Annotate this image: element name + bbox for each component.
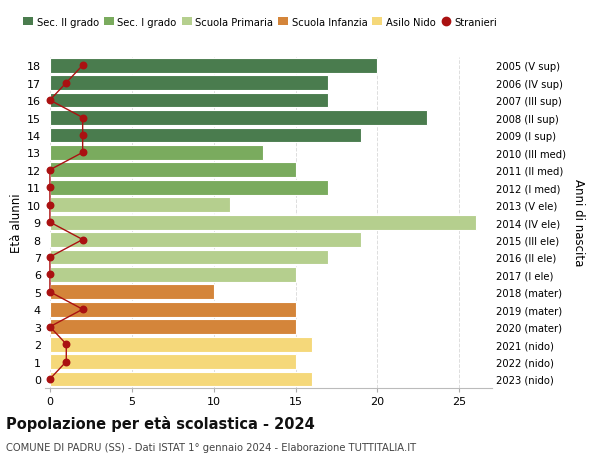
Point bbox=[61, 341, 71, 348]
Bar bbox=[50, 337, 312, 352]
Point bbox=[45, 167, 55, 174]
Point bbox=[61, 358, 71, 365]
Bar bbox=[50, 372, 312, 386]
Point bbox=[45, 219, 55, 226]
Point bbox=[78, 236, 88, 244]
Bar bbox=[50, 76, 328, 91]
Bar bbox=[50, 59, 377, 73]
Point bbox=[45, 202, 55, 209]
Text: Popolazione per età scolastica - 2024: Popolazione per età scolastica - 2024 bbox=[6, 415, 315, 431]
Bar bbox=[50, 163, 296, 178]
Point bbox=[78, 132, 88, 140]
Point bbox=[45, 323, 55, 330]
Bar bbox=[50, 215, 476, 230]
Bar bbox=[50, 180, 328, 195]
Bar bbox=[50, 111, 427, 126]
Point bbox=[61, 80, 71, 87]
Y-axis label: Anni di nascita: Anni di nascita bbox=[572, 179, 585, 266]
Bar bbox=[50, 250, 328, 265]
Bar bbox=[50, 198, 230, 213]
Bar bbox=[50, 128, 361, 143]
Bar bbox=[50, 354, 296, 369]
Legend: Sec. II grado, Sec. I grado, Scuola Primaria, Scuola Infanzia, Asilo Nido, Stran: Sec. II grado, Sec. I grado, Scuola Prim… bbox=[23, 18, 497, 28]
Point bbox=[78, 149, 88, 157]
Point bbox=[45, 184, 55, 191]
Bar bbox=[50, 302, 296, 317]
Bar bbox=[50, 146, 263, 161]
Text: COMUNE DI PADRU (SS) - Dati ISTAT 1° gennaio 2024 - Elaborazione TUTTITALIA.IT: COMUNE DI PADRU (SS) - Dati ISTAT 1° gen… bbox=[6, 442, 416, 452]
Point bbox=[45, 271, 55, 279]
Bar bbox=[50, 285, 214, 300]
Point bbox=[45, 254, 55, 261]
Bar bbox=[50, 94, 328, 108]
Point bbox=[78, 306, 88, 313]
Y-axis label: Età alunni: Età alunni bbox=[10, 193, 23, 252]
Point bbox=[45, 97, 55, 105]
Point bbox=[78, 62, 88, 70]
Point bbox=[78, 115, 88, 122]
Bar bbox=[50, 268, 296, 282]
Bar bbox=[50, 319, 296, 334]
Point bbox=[45, 375, 55, 383]
Point bbox=[45, 289, 55, 296]
Bar bbox=[50, 233, 361, 247]
